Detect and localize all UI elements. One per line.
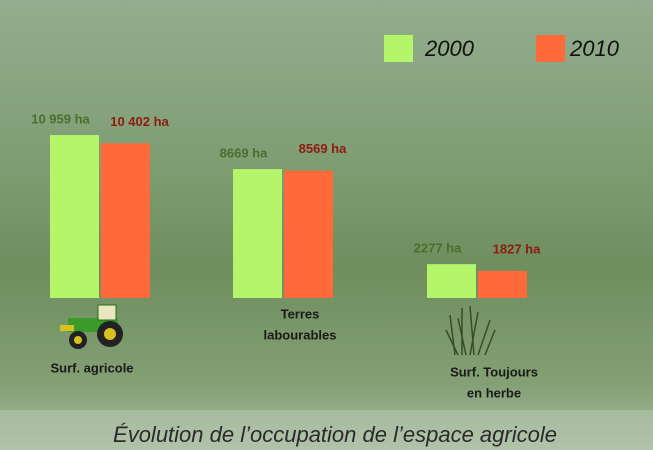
- category-label: labourables: [264, 327, 337, 342]
- bar: [101, 143, 150, 298]
- bar: [233, 169, 282, 298]
- value-label: 10 402 ha: [110, 114, 169, 129]
- legend-swatch: [536, 35, 565, 62]
- chart-title: Évolution de l’occupation de l’espace ag…: [113, 422, 557, 447]
- title-band: [0, 410, 653, 450]
- legend-label: 2000: [424, 36, 475, 61]
- tractor-icon: [60, 304, 123, 349]
- value-label: 1827 ha: [493, 241, 541, 256]
- bar: [478, 270, 527, 298]
- grass-icon: [445, 305, 496, 356]
- category-label: en herbe: [467, 385, 521, 400]
- value-label: 2277 ha: [414, 241, 462, 256]
- bar: [284, 170, 333, 298]
- bar: [50, 135, 99, 298]
- category-label: Surf. agricole: [50, 360, 133, 375]
- category-label: Surf. Toujours: [450, 364, 538, 379]
- category-label: Terres: [281, 306, 320, 321]
- legend-swatch: [384, 35, 413, 62]
- value-label: 10 959 ha: [31, 111, 90, 126]
- legend-label: 2010: [569, 36, 620, 61]
- value-label: 8669 ha: [220, 146, 268, 161]
- bar: [427, 264, 476, 298]
- value-label: 8569 ha: [299, 141, 347, 156]
